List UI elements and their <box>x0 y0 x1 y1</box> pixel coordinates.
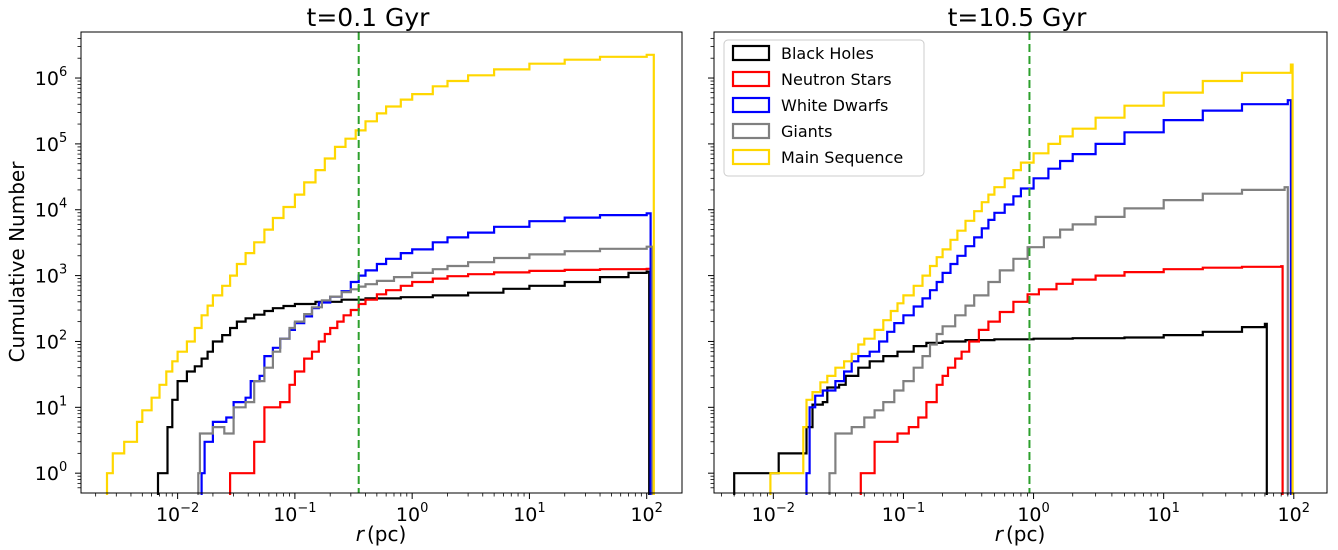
right-ticks: 10−2 10−1 100 101 102 <box>708 37 1310 526</box>
right-x-tick-label: 10−2 <box>752 501 795 526</box>
left-x-tick-label: 10−2 <box>156 501 199 526</box>
left-panel: t=0.1 Gyr 10−2 10−1 100 101 1021001011021031… <box>5 3 683 546</box>
left-x-tick-label: 102 <box>630 501 662 526</box>
left-y-tick-label: 106 <box>35 65 67 90</box>
right-axes-frame <box>713 31 1328 494</box>
left-x-tick-label: 10−1 <box>273 501 316 526</box>
left-y-tick-label: 105 <box>35 131 67 156</box>
right-x-axis-label: r (pc) <box>995 522 1046 546</box>
left-y-tick-label: 102 <box>35 328 67 353</box>
left-x-tick-label: 100 <box>396 501 428 526</box>
right-series-group <box>733 63 1294 495</box>
left-y-tick-label: 103 <box>35 263 67 288</box>
legend-swatch-giants <box>731 122 771 140</box>
left-x-tick-label: 101 <box>513 501 545 526</box>
right-series-white-dwarfs <box>805 99 1292 495</box>
right-x-tick-label: 101 <box>1147 501 1179 526</box>
left-y-tick-label: 101 <box>35 394 67 419</box>
legend-swatch-black-holes <box>731 44 771 62</box>
right-x-tick-label: 100 <box>1017 501 1049 526</box>
left-y-tick-label: 100 <box>35 460 67 485</box>
legend-label-giants: Giants <box>781 122 832 141</box>
right-series-main-sequence <box>769 63 1294 495</box>
legend-label-main-sequence: Main Sequence <box>781 148 903 167</box>
right-panel: t=10.5 Gyr 10−2 10−1 100 101 102 r (pc) Black… <box>708 3 1328 546</box>
left-series-white-dwarfs <box>200 212 652 495</box>
left-axes-frame <box>80 31 683 494</box>
legend-box <box>723 39 925 177</box>
panel-title-right: t=10.5 Gyr <box>948 3 1088 32</box>
panel-title-left: t=0.1 Gyr <box>307 3 431 32</box>
right-x-tick-label: 10−1 <box>882 501 925 526</box>
left-series-group <box>105 53 655 495</box>
legend-label-black-holes: Black Holes <box>781 44 874 63</box>
left-series-main-sequence <box>105 53 655 495</box>
left-y-axis-label: Cumulative Number <box>5 161 29 363</box>
legend-label-white-dwarfs: White Dwarfs <box>781 96 888 115</box>
left-ticks: 10−2 10−1 100 101 102 100 101 102 103 104 105 106 <box>35 37 663 526</box>
legend: Black Holes Neutron Stars White Dwarfs Gian… <box>723 39 925 177</box>
legend-swatch-white-dwarfs <box>731 96 771 114</box>
right-series-giants <box>828 186 1289 495</box>
left-x-axis-label: r (pc) <box>356 522 407 546</box>
legend-swatch-main-sequence <box>731 148 771 166</box>
right-series-neutron-stars <box>859 265 1284 495</box>
legend-label-neutron-stars: Neutron Stars <box>781 70 892 89</box>
right-series-black-holes <box>733 322 1268 495</box>
legend-swatch-neutron-stars <box>731 70 771 88</box>
left-y-tick-label: 104 <box>35 197 67 222</box>
left-series-giants <box>197 245 654 495</box>
left-series-neutron-stars <box>229 267 652 495</box>
left-series-black-holes <box>156 270 651 495</box>
right-x-tick-label: 102 <box>1278 501 1310 526</box>
